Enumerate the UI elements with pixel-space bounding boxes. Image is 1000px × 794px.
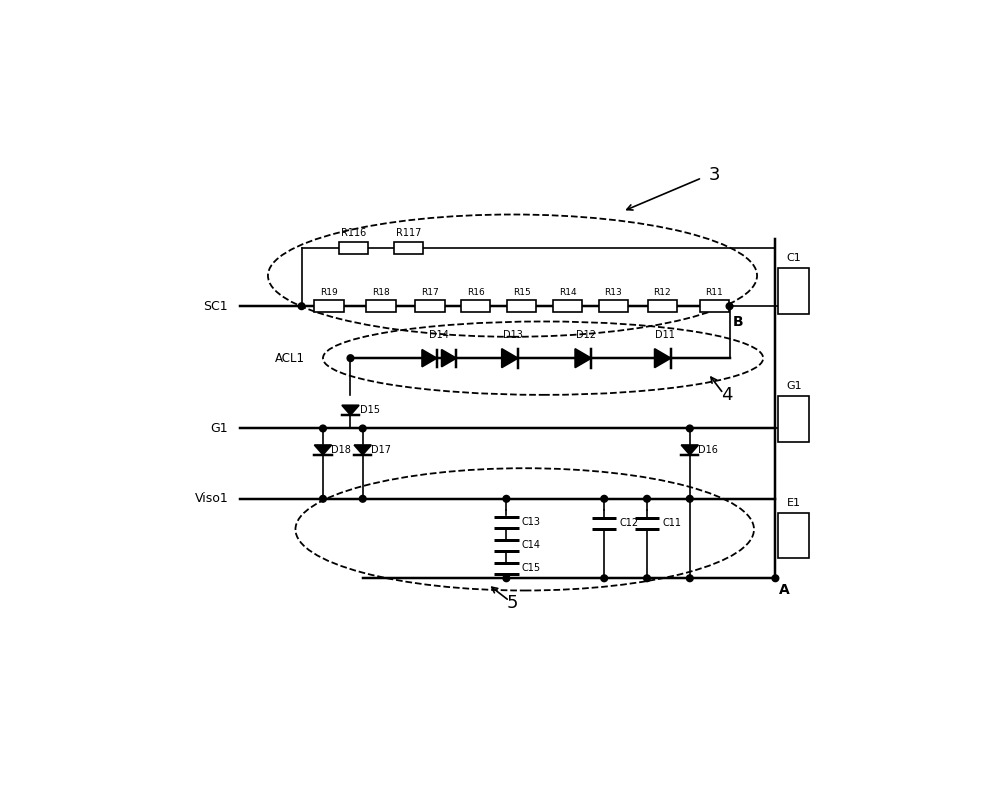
Bar: [314, 300, 344, 312]
Circle shape: [644, 575, 650, 582]
Bar: [778, 396, 809, 442]
Bar: [648, 300, 677, 312]
Text: ACL1: ACL1: [275, 352, 305, 364]
Circle shape: [320, 495, 326, 502]
Text: A: A: [778, 583, 789, 597]
Text: C11: C11: [662, 518, 681, 528]
Circle shape: [601, 495, 608, 502]
Text: C1: C1: [786, 253, 801, 263]
Circle shape: [359, 495, 366, 502]
Polygon shape: [342, 405, 359, 415]
Text: R16: R16: [467, 288, 485, 297]
Circle shape: [686, 495, 693, 502]
Circle shape: [347, 355, 354, 361]
Text: C12: C12: [619, 518, 639, 528]
Bar: [415, 300, 445, 312]
Text: R13: R13: [605, 288, 622, 297]
Circle shape: [772, 575, 779, 582]
Text: G1: G1: [211, 422, 228, 435]
Text: D16: D16: [698, 445, 718, 455]
Text: D12: D12: [576, 330, 596, 340]
Bar: [700, 300, 729, 312]
Text: C15: C15: [522, 564, 541, 573]
Circle shape: [320, 425, 326, 432]
Bar: [599, 300, 628, 312]
Text: R116: R116: [341, 228, 366, 237]
Circle shape: [601, 575, 608, 582]
Text: D13: D13: [503, 330, 522, 340]
Bar: [553, 300, 582, 312]
Text: Viso1: Viso1: [194, 492, 228, 505]
Text: C13: C13: [522, 517, 541, 527]
Text: R11: R11: [705, 288, 723, 297]
Circle shape: [298, 303, 305, 310]
Text: B: B: [733, 315, 743, 330]
Polygon shape: [314, 445, 332, 455]
Bar: [339, 242, 368, 254]
Bar: [461, 300, 490, 312]
Text: R15: R15: [513, 288, 531, 297]
Text: R14: R14: [559, 288, 576, 297]
Text: D15: D15: [360, 405, 380, 415]
Bar: [394, 242, 423, 254]
Text: SC1: SC1: [204, 299, 228, 313]
Text: R17: R17: [421, 288, 439, 297]
Text: R18: R18: [372, 288, 390, 297]
Circle shape: [686, 425, 693, 432]
Circle shape: [503, 495, 510, 502]
Polygon shape: [681, 445, 698, 455]
Text: R19: R19: [320, 288, 338, 297]
Text: G1: G1: [786, 381, 802, 391]
Circle shape: [726, 303, 733, 310]
Bar: [507, 300, 536, 312]
Text: 4: 4: [721, 386, 732, 404]
Text: C14: C14: [522, 540, 541, 550]
Text: E1: E1: [787, 498, 801, 507]
Polygon shape: [655, 349, 671, 368]
Polygon shape: [502, 349, 518, 368]
Text: R117: R117: [396, 228, 421, 237]
Circle shape: [644, 495, 650, 502]
Circle shape: [686, 575, 693, 582]
Circle shape: [503, 575, 510, 582]
Text: R12: R12: [653, 288, 671, 297]
Circle shape: [359, 425, 366, 432]
Text: D14: D14: [429, 330, 449, 340]
Text: D18: D18: [331, 445, 351, 455]
Polygon shape: [575, 349, 591, 368]
Text: D11: D11: [655, 330, 675, 340]
Text: 3: 3: [709, 166, 720, 183]
Bar: [778, 268, 809, 314]
Polygon shape: [354, 445, 371, 455]
Polygon shape: [442, 349, 456, 367]
Text: D17: D17: [371, 445, 391, 455]
Text: 5: 5: [507, 594, 518, 611]
Bar: [778, 513, 809, 558]
Polygon shape: [422, 349, 437, 367]
Bar: [366, 300, 396, 312]
